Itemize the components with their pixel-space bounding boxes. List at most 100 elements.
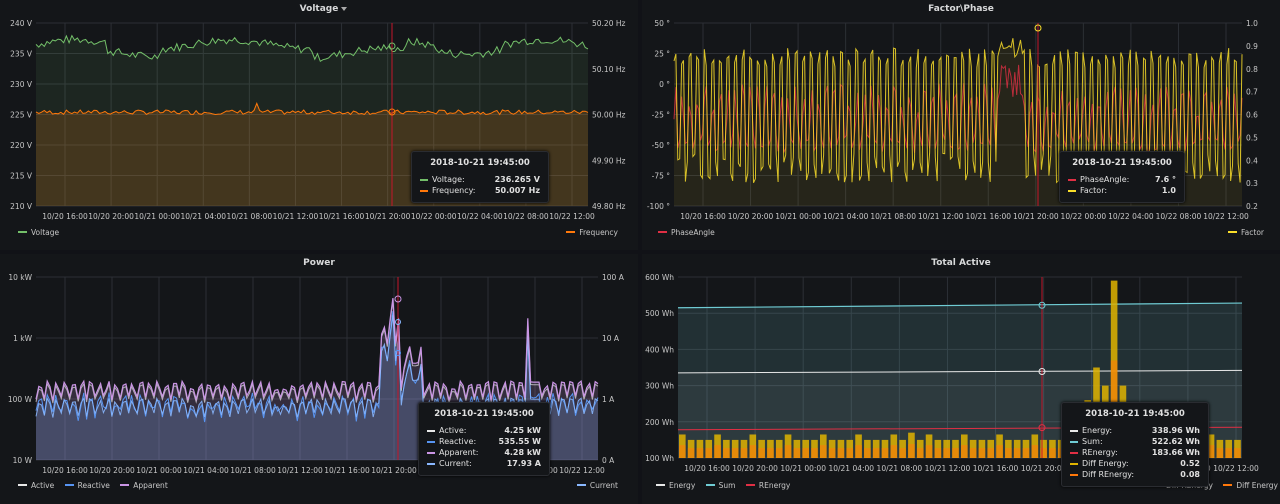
tooltip-row: Current: 17.93 A (427, 458, 541, 469)
panel-title[interactable]: Factor\Phase (642, 4, 1280, 14)
panel-title[interactable]: Total Active (642, 258, 1280, 268)
x-tick-label: 10/21 20:00 (1013, 212, 1059, 221)
series-name: Apparent: (439, 448, 479, 457)
y-right-tick-label: 1.0 (1246, 19, 1258, 28)
tooltip-row: Diff REnergy: 0.08 (1070, 469, 1200, 480)
sum-line (677, 302, 1243, 309)
series-name: Current: (439, 459, 472, 468)
series-value: 236.265 V (494, 175, 540, 184)
diff-renergy-bar (987, 448, 995, 458)
series-name: REnergy: (1082, 448, 1118, 457)
y-tick-label: 600 Wh (645, 273, 674, 282)
diff-renergy-bar (1216, 448, 1224, 458)
hover-point (1038, 367, 1046, 375)
legend-item-apparent[interactable]: Apparent (120, 481, 168, 490)
y-tick-label: 300 Wh (645, 382, 674, 391)
series-value: 4.25 kW (504, 426, 541, 435)
legend-label: Apparent (133, 481, 168, 490)
hover-point (388, 108, 396, 116)
current-line (35, 315, 599, 419)
legend-label: Diff Energy (1236, 481, 1278, 490)
diff-renergy-bar (1207, 445, 1215, 458)
y-tick-label: 100 Wh (645, 454, 674, 463)
y-right-tick-label: 0.9 (1246, 42, 1258, 51)
series-swatch (420, 189, 428, 192)
x-tick-label: 10/20 20:00 (89, 466, 135, 475)
chevron-down-icon[interactable] (341, 7, 347, 11)
diff-renergy-bar (961, 445, 968, 458)
legend-item-active[interactable]: Active (18, 481, 54, 490)
frequency-line (35, 102, 589, 116)
series-value: 1.0 (1161, 186, 1176, 195)
series-name: Factor: (1080, 186, 1108, 195)
x-tick-label: 10/21 12:00 (277, 466, 323, 475)
diff-renergy-bar (864, 448, 871, 458)
diff-renergy-bar (881, 448, 889, 458)
y-tick-label: 220 V (10, 141, 33, 150)
legend-item-factor[interactable]: Factor (1228, 228, 1264, 237)
legend-item-energy[interactable]: Energy (656, 481, 695, 490)
legend-item-sum[interactable]: Sum (705, 481, 735, 490)
apparent-line (35, 298, 599, 402)
legend-item-renergy[interactable]: REnergy (745, 481, 790, 490)
y-tick-label: 10 W (13, 456, 33, 465)
y-tick-label: 225 V (10, 111, 33, 120)
tooltip-row: Reactive: 535.55 W (427, 436, 541, 447)
hover-point (394, 295, 402, 303)
x-tick-label: 10/21 16:00 (319, 212, 365, 221)
diff-renergy-bar (1040, 448, 1047, 458)
x-tick-label: 10/21 16:00 (973, 464, 1019, 473)
legend-item-voltage[interactable]: Voltage (18, 228, 59, 237)
diff-renergy-bar (802, 448, 809, 458)
legend-swatch (18, 484, 27, 486)
diff-renergy-bar (1031, 445, 1039, 458)
y-right-tick-label: 50.10 Hz (592, 65, 625, 74)
legend-right: Factor (1228, 228, 1272, 237)
series-swatch (427, 462, 435, 465)
legend-item-phaseangle[interactable]: PhaseAngle (658, 228, 715, 237)
panel-title[interactable]: Power (0, 258, 638, 268)
legend-label: Energy (669, 481, 696, 490)
tooltip-row: Sum: 522.62 Wh (1070, 436, 1200, 447)
y-right-tick-label: 0.4 (1246, 156, 1258, 165)
x-tick-label: 10/22 12:00 (549, 212, 595, 221)
energy-line (677, 369, 1243, 374)
diff-renergy-bar (828, 448, 836, 458)
legend-item-frequency[interactable]: Frequency (566, 228, 618, 237)
y-right-tick-label: 0.2 (1246, 202, 1258, 211)
diff-renergy-bar (749, 445, 757, 458)
series-name: Reactive: (439, 437, 477, 446)
series-swatch (427, 429, 435, 432)
series-value: 522.62 Wh (1151, 437, 1200, 446)
legend-item-current[interactable]: Current (576, 481, 618, 490)
hover-point (1038, 424, 1046, 432)
legend-right: Current (576, 481, 626, 490)
diff-renergy-bar (996, 445, 1003, 458)
tooltip: 2018-10-21 19:45:00 Voltage: 236.265 V Fr… (411, 151, 549, 203)
panel-title[interactable]: Voltage (0, 4, 638, 14)
x-tick-label: 10/21 20:00 (371, 466, 417, 475)
x-tick-label: 10/21 00:00 (775, 212, 821, 221)
y-tick-label: 200 Wh (645, 418, 674, 427)
x-tick-label: 10/22 00:00 (1061, 212, 1107, 221)
tooltip-row: Diff Energy: 0.52 (1070, 458, 1200, 469)
legend-swatch (705, 484, 715, 486)
y-tick-label: -50 ° (652, 141, 671, 150)
hover-point (395, 319, 401, 325)
legend-swatch (1223, 484, 1233, 486)
legend-label: Frequency (579, 228, 618, 237)
diff-renergy-bar (784, 445, 792, 458)
y-tick-label: 240 V (10, 19, 33, 28)
series-value: 0.08 (1180, 470, 1200, 479)
hover-point (395, 350, 401, 356)
x-tick-label: 10/20 16:00 (684, 464, 730, 473)
y-tick-label: 100 W (8, 395, 33, 404)
tooltip-row: Apparent: 4.28 kW (427, 447, 541, 458)
legend-label: Active (31, 481, 55, 490)
series-name: Diff REnergy: (1082, 470, 1135, 479)
legend-item-reactive[interactable]: Reactive (64, 481, 110, 490)
tooltip-time: 2018-10-21 19:45:00 (430, 158, 530, 168)
series-name: Voltage: (432, 175, 465, 184)
legend-item-diff-energy[interactable]: Diff Energy (1223, 481, 1278, 490)
